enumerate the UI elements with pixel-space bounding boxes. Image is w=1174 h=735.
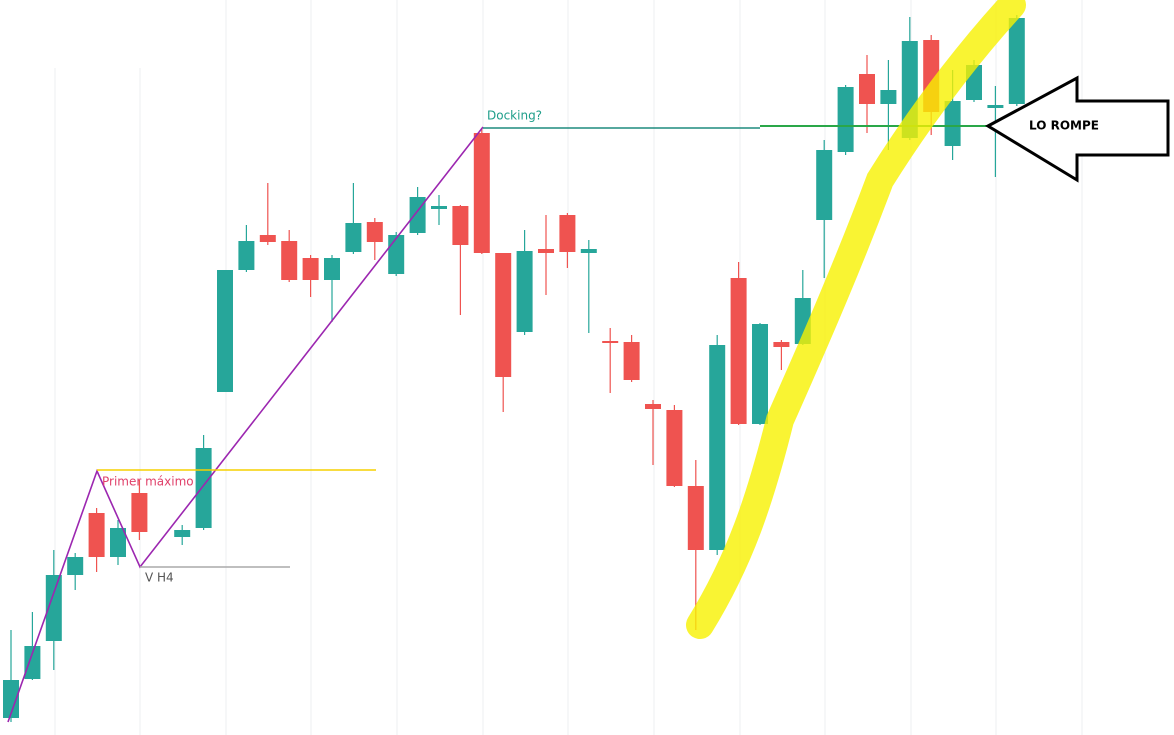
candle-body xyxy=(752,324,768,424)
candle-body xyxy=(366,222,383,242)
candle-body xyxy=(345,223,362,252)
candle-body xyxy=(666,410,683,486)
candle-body xyxy=(645,404,661,409)
annotations: Docking? Primer máximo V H4 LO ROMPE xyxy=(7,0,1170,723)
annotation: Primer máximo xyxy=(102,475,194,489)
candle-body xyxy=(281,241,298,280)
candle-body xyxy=(3,680,19,718)
candle-body xyxy=(110,528,126,557)
candle-body xyxy=(45,575,62,641)
candle-body xyxy=(602,341,619,343)
candle-body xyxy=(452,206,469,245)
candle-body xyxy=(837,87,854,152)
candle-body xyxy=(473,133,490,253)
candle-body xyxy=(495,253,512,377)
candle-body xyxy=(944,101,961,146)
candle-body xyxy=(195,448,212,528)
annotation: V H4 xyxy=(145,571,174,585)
candle-body xyxy=(324,258,340,280)
candle-body xyxy=(67,557,84,575)
candle-body xyxy=(687,486,704,550)
candle-body xyxy=(1008,18,1025,104)
candle-body xyxy=(773,342,790,347)
candle-body xyxy=(131,493,148,532)
arrow xyxy=(984,75,1170,183)
candle-body xyxy=(238,241,255,270)
annotation: LO ROMPE xyxy=(1029,119,1099,133)
candle-body xyxy=(431,206,447,209)
candle-body xyxy=(24,646,41,679)
candle-body xyxy=(623,342,640,380)
candle-body xyxy=(730,278,747,424)
candle-body xyxy=(816,150,833,220)
candle-body xyxy=(516,251,533,332)
candle-body xyxy=(580,249,597,253)
candle-body xyxy=(88,513,105,557)
annotation: Docking? xyxy=(487,109,542,123)
candle-body xyxy=(388,235,405,274)
highlighter xyxy=(686,0,1026,639)
candle-body xyxy=(880,90,897,104)
candle-body xyxy=(259,235,276,242)
candle-body xyxy=(538,249,554,253)
candle-body xyxy=(174,530,191,537)
candle-body xyxy=(217,270,233,392)
candle-body xyxy=(559,215,576,252)
candle-body xyxy=(859,74,875,104)
candle-body xyxy=(302,258,319,280)
candle-body xyxy=(409,197,426,233)
zigzag xyxy=(7,126,484,723)
candle-body xyxy=(709,345,726,550)
candle-body xyxy=(987,105,1004,108)
